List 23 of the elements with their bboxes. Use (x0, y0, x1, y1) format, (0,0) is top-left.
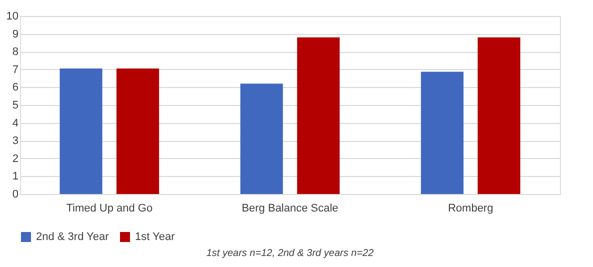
text: 1st years n=12, 2nd & 3rd years n=22 (206, 248, 374, 259)
x-tick-label: Timed Up and Go (66, 202, 153, 214)
x-tick-label: Berg Balance Scale (242, 202, 338, 214)
y-tick-label: 2 (12, 152, 18, 165)
y-tick-label: 4 (12, 117, 18, 130)
x-tick-label: Romberg (448, 202, 494, 214)
bar (116, 68, 160, 194)
y-tick-label: 7 (12, 64, 18, 76)
y-tick-label: 9 (12, 28, 18, 40)
y-tick-label: 5 (12, 100, 18, 112)
y-tick-label: 3 (12, 135, 18, 148)
bar (420, 72, 464, 194)
bar (478, 37, 520, 194)
y-tick-label: 10 (6, 10, 18, 22)
y-tick-label: 1 (12, 170, 18, 183)
bar (60, 68, 102, 194)
bar (297, 37, 340, 194)
bar (240, 84, 283, 194)
y-tick-label: 6 (12, 82, 18, 94)
legend-label: 1st Year (135, 231, 176, 243)
legend-label: 2nd & 3rd Year (36, 231, 110, 243)
y-tick-label: 8 (12, 46, 18, 58)
y-tick-label: 0 (12, 188, 18, 200)
